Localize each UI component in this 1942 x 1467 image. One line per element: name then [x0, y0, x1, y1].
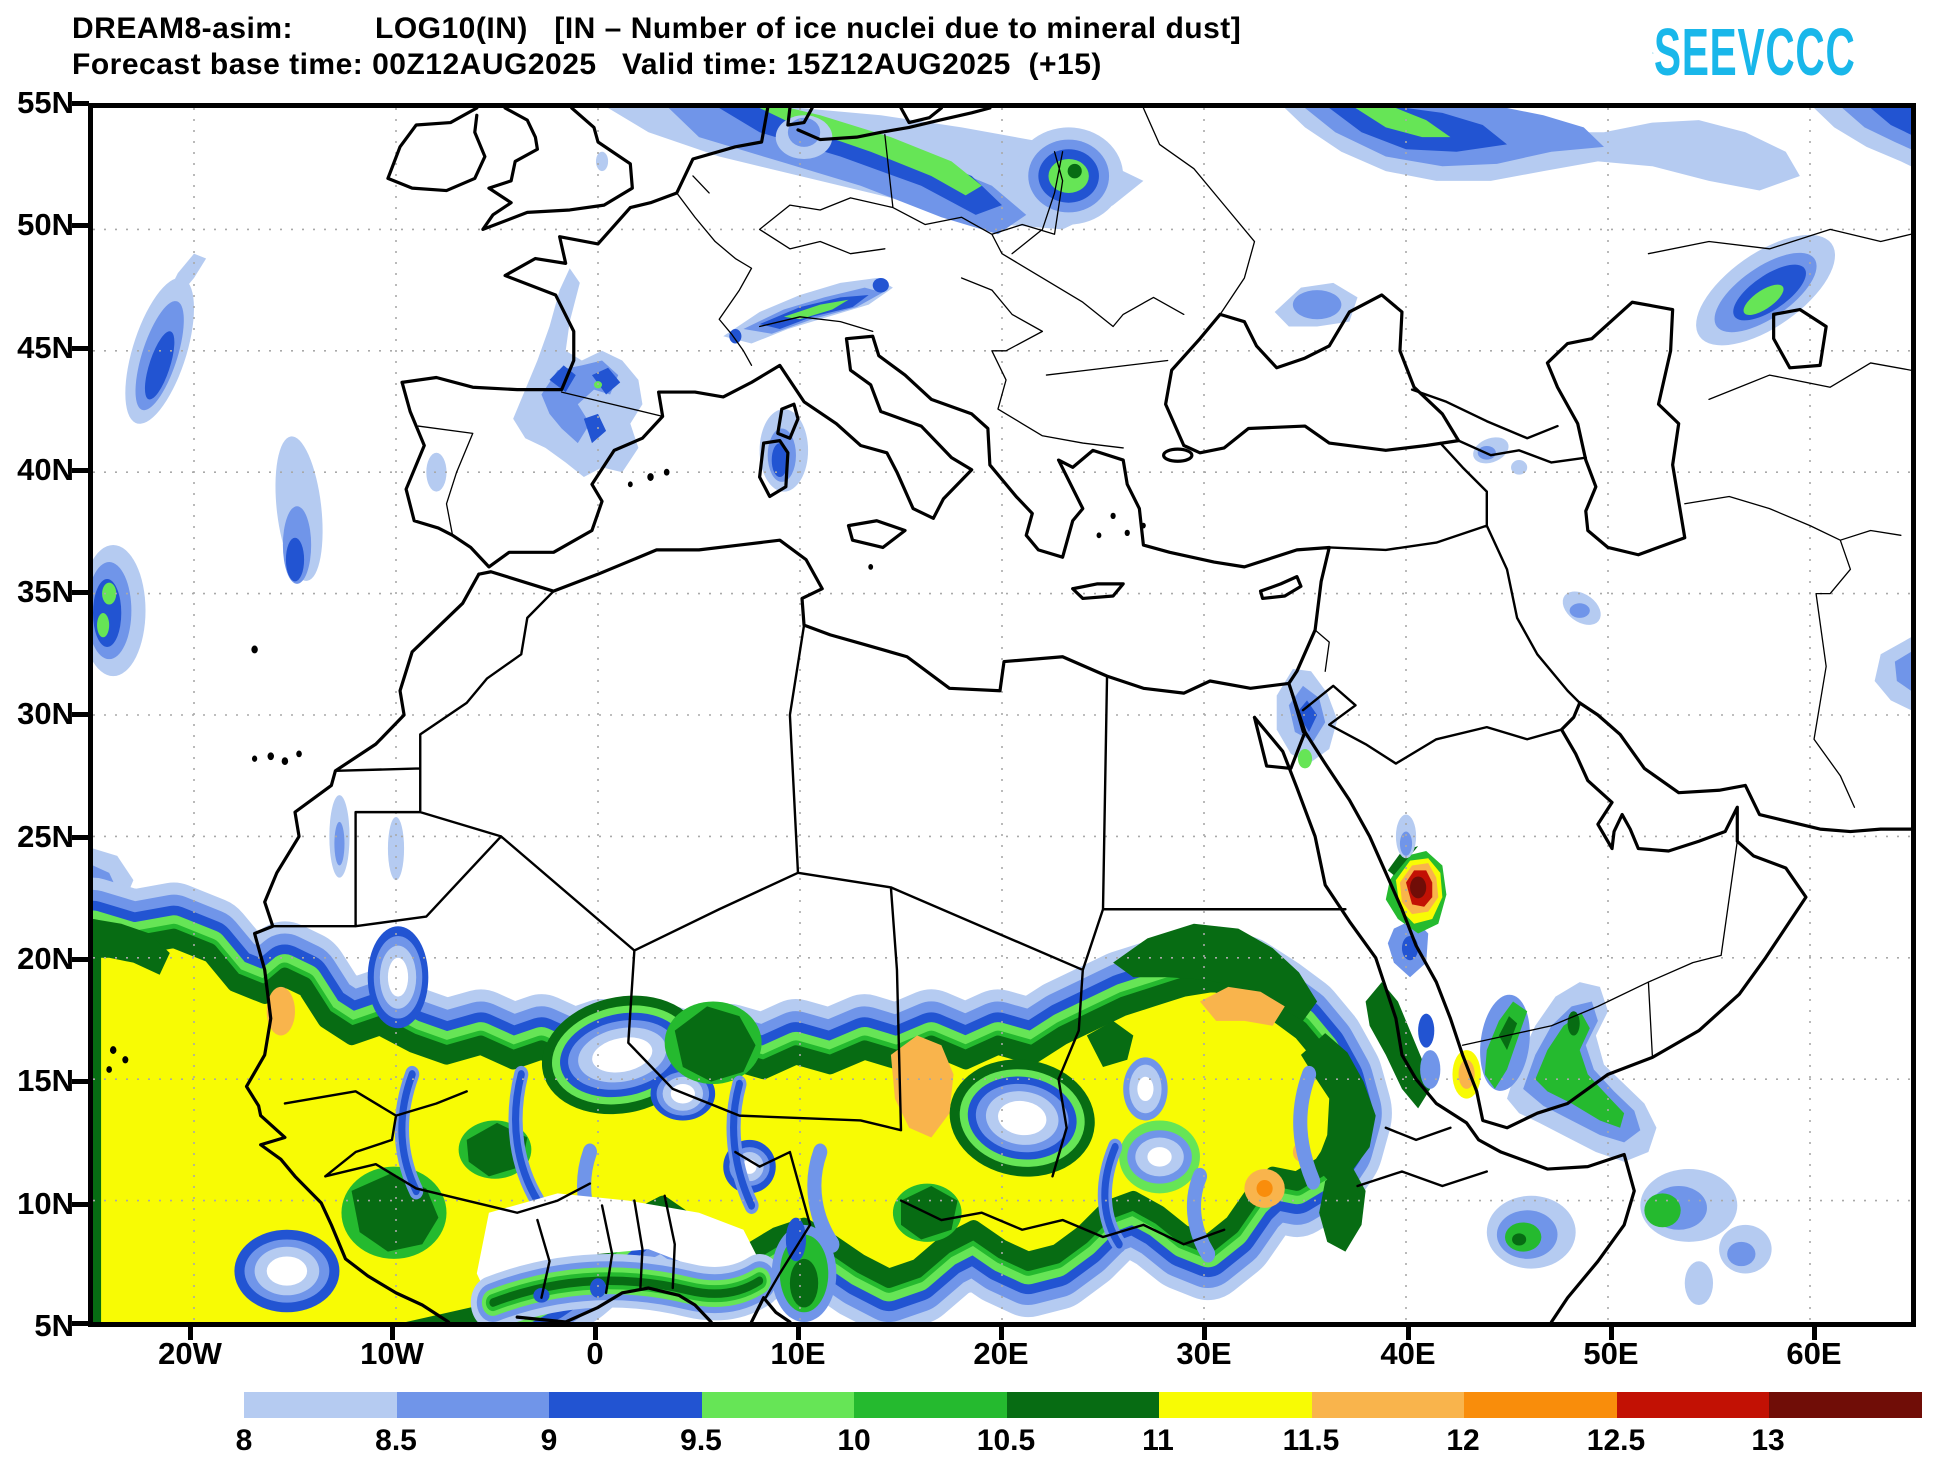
scale-segment — [244, 1392, 397, 1418]
scale-label: 11.5 — [1282, 1424, 1340, 1457]
lon-label: 30E — [1176, 1336, 1232, 1371]
scale-segment — [1464, 1392, 1617, 1418]
scale-segment — [1159, 1392, 1312, 1418]
lon-tick — [188, 1326, 193, 1340]
lat-label: 45N — [17, 330, 74, 365]
lon-label: 40E — [1380, 1336, 1436, 1371]
title-model: DREAM8-asim: — [72, 12, 294, 45]
scale-label: 10 — [837, 1424, 871, 1457]
lat-label: 20N — [17, 941, 74, 976]
lon-label: 20E — [973, 1336, 1029, 1371]
scale-segment — [396, 1392, 550, 1418]
scale-segment — [1616, 1392, 1770, 1418]
lon-tick — [1406, 1326, 1411, 1340]
seevccc-logo: SEEVCCC — [1652, 16, 1912, 90]
lon-tick — [1609, 1326, 1614, 1340]
scale-label: 9.5 — [680, 1424, 722, 1457]
lon-label: 10E — [770, 1336, 826, 1371]
lat-label: 40N — [17, 452, 74, 487]
lat-tick — [72, 1321, 89, 1326]
lon-label: 60E — [1786, 1336, 1842, 1371]
lon-tick — [593, 1326, 598, 1340]
subtitle-forecast-base: Forecast base time: 00Z12AUG2025 — [72, 48, 597, 81]
lat-tick — [72, 223, 89, 228]
lat-tick — [72, 468, 89, 473]
scale-label: 12 — [1446, 1424, 1480, 1457]
lon-label: 50E — [1583, 1336, 1639, 1371]
logo-text: SEEVCCC — [1653, 15, 1856, 91]
scale-label: 8.5 — [375, 1424, 417, 1457]
lon-tick — [1812, 1326, 1817, 1340]
lat-tick — [72, 712, 89, 717]
scale-label: 13 — [1751, 1424, 1785, 1457]
lon-tick — [1202, 1326, 1207, 1340]
lon-tick — [390, 1326, 395, 1340]
scale-segment — [549, 1392, 702, 1418]
lat-label: 35N — [17, 574, 74, 609]
lat-tick — [72, 101, 89, 106]
scale-label: 9 — [540, 1424, 558, 1457]
scale-label: 10.5 — [976, 1424, 1036, 1457]
lon-label: 20W — [158, 1336, 222, 1371]
scale-label: 12.5 — [1586, 1424, 1646, 1457]
lat-label: 25N — [17, 819, 74, 854]
lat-label: 55N — [17, 85, 74, 120]
map-plot — [93, 108, 1911, 1322]
map-canvas — [88, 103, 1916, 1327]
lat-tick — [72, 835, 89, 840]
lat-tick — [72, 1202, 89, 1207]
scale-label: 11 — [1142, 1424, 1174, 1457]
lon-tick — [796, 1326, 801, 1340]
lat-tick — [72, 346, 89, 351]
scale-segment — [701, 1392, 855, 1418]
cloud-logo-icon — [1652, 52, 1654, 54]
lat-label: 15N — [17, 1063, 74, 1098]
title-variable: LOG10(IN) [IN – Number of ice nuclei due… — [375, 12, 1242, 45]
lat-tick — [72, 1079, 89, 1084]
scale-label: 8 — [235, 1424, 253, 1457]
lat-tick — [72, 957, 89, 962]
lon-label: 0 — [586, 1336, 604, 1371]
scale-segment — [1311, 1392, 1465, 1418]
lat-label: 30N — [17, 696, 74, 731]
scale-segment — [854, 1392, 1007, 1418]
scale-segment — [1006, 1392, 1160, 1418]
lon-label: 10W — [360, 1336, 424, 1371]
lat-label: 10N — [17, 1186, 74, 1221]
color-scale — [244, 1392, 1923, 1418]
lon-tick — [999, 1326, 1004, 1340]
lat-label: 5N — [34, 1308, 74, 1343]
subtitle-valid-time: Valid time: 15Z12AUG2025 (+15) — [622, 48, 1102, 81]
lat-tick — [72, 590, 89, 595]
scale-segment — [1769, 1392, 1923, 1418]
lat-label: 50N — [17, 207, 74, 242]
